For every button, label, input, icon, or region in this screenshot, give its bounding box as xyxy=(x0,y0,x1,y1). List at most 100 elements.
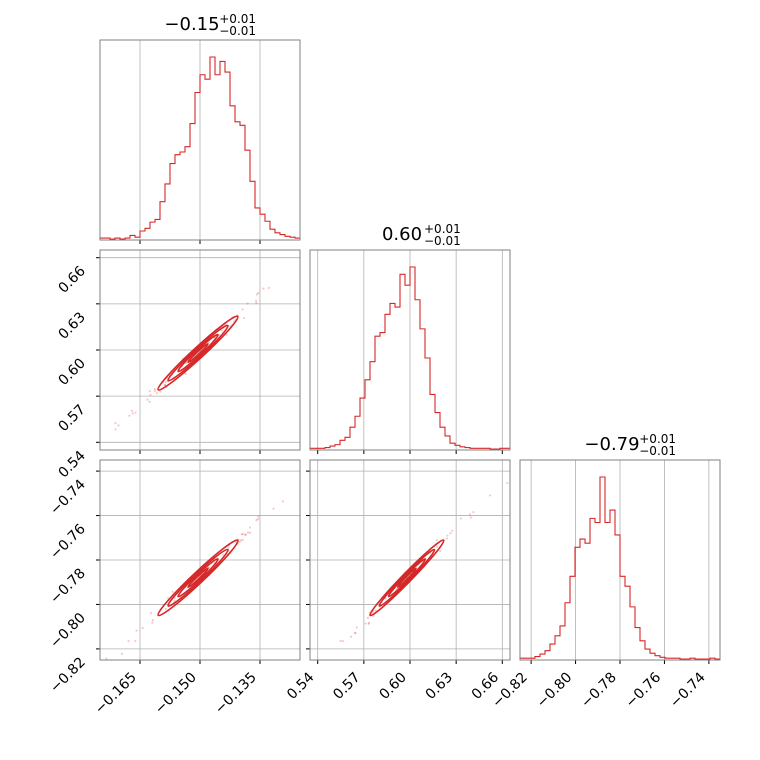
joint-p0-p1-point xyxy=(163,383,167,387)
x-tick-label: −0.76 xyxy=(623,669,665,711)
joint-p1-p2-contour xyxy=(396,567,417,589)
joint-p0-p1-contour xyxy=(157,315,239,391)
joint-p0-p2-point xyxy=(255,519,258,522)
joint-p0-p2-point xyxy=(238,540,241,543)
joint-p0-p2-contour xyxy=(187,567,209,589)
hist-p0-title-lower: −0.01 xyxy=(219,24,256,38)
joint-p0-p1-point xyxy=(153,390,156,393)
joint-p0-p2-point xyxy=(149,612,153,615)
y-tick-label: −0.74 xyxy=(47,477,89,519)
hist-p1-title-upper: +0.01 xyxy=(424,222,461,236)
joint-p0-p2-point xyxy=(241,538,244,542)
joint-p1-p2-point xyxy=(355,626,358,629)
joint-p0-p2-point xyxy=(240,533,243,536)
joint-p1-p2-point xyxy=(436,545,439,548)
hist-p2-title: −0.79 xyxy=(584,434,639,455)
x-tick-label: −0.135 xyxy=(212,670,260,718)
joint-p0-p2-point xyxy=(120,652,124,655)
joint-p1-p2-contour xyxy=(378,548,436,607)
joint-p1-p2-frame xyxy=(309,459,511,661)
hist-p1-histogram-line xyxy=(309,266,510,450)
joint-p1-p2-point xyxy=(341,640,344,643)
joint-p1-p2-point xyxy=(353,632,356,635)
joint-p0-p1-point xyxy=(267,286,270,289)
hist-p2-title-lower: −0.01 xyxy=(639,444,676,458)
joint-p0-p1-point xyxy=(130,409,133,412)
joint-p0-p1-point xyxy=(149,393,152,397)
joint-p0-p1-point xyxy=(148,389,151,393)
frame-layer xyxy=(96,39,721,664)
joint-p0-p1-point xyxy=(114,428,117,431)
joint-p0-p1-frame xyxy=(99,249,301,451)
joint-p0-p1-point xyxy=(164,381,167,384)
joint-p0-p2-point xyxy=(127,640,130,643)
joint-p1-p2-point xyxy=(468,513,472,516)
hist-p2-title-upper: +0.01 xyxy=(639,432,676,446)
x-tick-label: 0.57 xyxy=(330,670,363,703)
joint-p0-p2-point xyxy=(244,533,248,536)
joint-p1-p2-point xyxy=(354,631,357,634)
joint-p1-p2-point xyxy=(439,549,442,553)
y-tick-label: 0.63 xyxy=(55,309,88,342)
hist-p0-histogram-line xyxy=(99,56,300,240)
joint-p1-p2-point xyxy=(339,639,342,643)
hist-p1-title-lower: −0.01 xyxy=(424,234,461,248)
joint-p0-p2-contour xyxy=(177,558,219,598)
joint-p0-p1-point xyxy=(131,412,134,415)
y-tick-label: 0.60 xyxy=(55,356,88,389)
joint-p0-p2-point xyxy=(239,539,243,542)
joint-p0-p2-point xyxy=(248,531,252,534)
joint-p0-p2-point xyxy=(105,657,108,660)
y-tick-label: −0.82 xyxy=(47,654,89,696)
joint-p0-p2-point xyxy=(164,607,167,611)
joint-p0-p1-point xyxy=(128,414,131,417)
joint-p0-p2-point xyxy=(151,621,154,624)
joint-p0-p1-point xyxy=(246,302,249,305)
x-tick-label: −0.80 xyxy=(534,670,576,712)
joint-p1-p2-contour xyxy=(387,558,427,598)
joint-p0-p1-point xyxy=(207,341,210,344)
y-tick-label: −0.78 xyxy=(47,566,89,608)
joint-p0-p1-point xyxy=(114,422,117,425)
joint-p0-p2-point xyxy=(243,533,247,536)
x-tick-label: 0.60 xyxy=(376,670,409,703)
grid-layer xyxy=(100,40,710,660)
data-layer xyxy=(99,56,720,660)
joint-p1-p2-point xyxy=(367,622,370,625)
hist-p0-title: −0.15 xyxy=(164,14,219,35)
x-tick-label: 0.54 xyxy=(284,669,317,702)
joint-p0-p2-point xyxy=(227,546,230,549)
joint-p0-p1-contour xyxy=(187,343,209,364)
joint-p1-p2-point xyxy=(469,516,472,519)
joint-p0-p2-point xyxy=(141,626,144,630)
y-tick-label: −0.80 xyxy=(47,610,89,652)
x-tick-label: −0.165 xyxy=(92,670,140,718)
joint-p0-p1-contour xyxy=(177,333,219,373)
joint-p1-p2-point xyxy=(472,510,475,514)
joint-p1-p2-point xyxy=(364,622,367,625)
x-tick-label: −0.74 xyxy=(667,669,709,711)
joint-p0-p1-contour xyxy=(167,324,229,382)
joint-p0-p1-point xyxy=(254,299,258,302)
joint-p1-p2-point xyxy=(445,537,449,540)
joint-p0-p1-point xyxy=(163,384,167,387)
joint-p1-p2-point xyxy=(349,635,353,638)
hist-p0-frame xyxy=(99,39,301,241)
joint-p0-p2-point xyxy=(272,507,275,510)
joint-p0-p1-point xyxy=(134,411,137,414)
hist-p1-title: 0.60 xyxy=(382,224,422,245)
joint-p0-p2-point xyxy=(134,639,137,643)
joint-p1-p2-point xyxy=(446,534,449,537)
joint-p0-p2-frame xyxy=(99,459,301,661)
joint-p0-p1-point xyxy=(257,291,260,295)
joint-p0-p1-point xyxy=(146,398,149,401)
joint-p0-p2-point xyxy=(171,590,174,593)
joint-p1-p2-point xyxy=(488,494,491,497)
joint-p0-p1-point xyxy=(117,424,120,427)
joint-p1-p2-point xyxy=(366,616,370,620)
x-tick-label: −0.150 xyxy=(152,670,200,718)
x-tick-label: 0.63 xyxy=(423,670,456,703)
joint-p0-p2-point xyxy=(173,599,176,602)
y-tick-label: 0.57 xyxy=(55,402,88,435)
